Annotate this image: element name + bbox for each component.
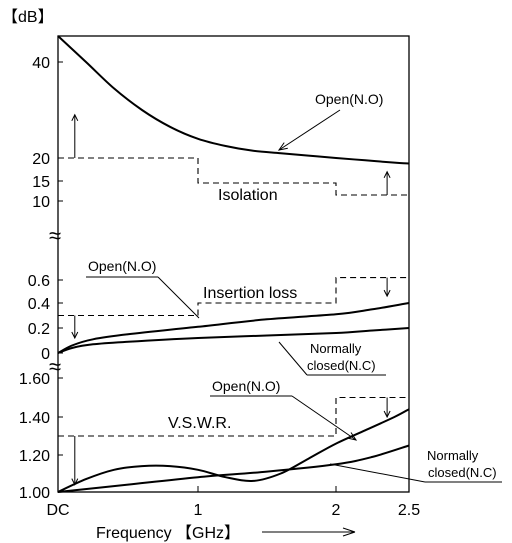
y-tick-label: 1.40 — [19, 410, 50, 427]
spec-arrows — [71, 113, 391, 486]
series-isolation-open-n-o — [57, 35, 410, 165]
y-tick-label: 15 — [32, 174, 50, 191]
panel-label-vswr: V.S.W.R. — [168, 415, 231, 432]
x-direction-arrow — [262, 527, 356, 537]
leader-isolation-open — [277, 109, 341, 151]
spec-arrow-down — [71, 436, 79, 486]
y-tick-label: 0.4 — [28, 296, 50, 313]
series-insertion-loss-open-n-o — [57, 302, 410, 354]
labels: Isolation Open(N.O) Insertion loss Open(N.O… — [86, 91, 502, 483]
leader-vswr-open-b — [291, 395, 358, 441]
unit-label: 【dB】 — [2, 9, 54, 26]
break-symbol-1: ≈ — [49, 223, 61, 248]
y-tick-label: 1.00 — [19, 485, 50, 502]
y-tick-label: 0.2 — [28, 321, 50, 338]
series-v-s-w-r-v-s-w-r-spec — [58, 396, 409, 437]
leader-insertion-open-b — [157, 276, 200, 319]
y-tick-label: 20 — [32, 151, 50, 168]
spec-arrow-down — [71, 315, 79, 340]
leader-vswr-nc-b — [329, 463, 426, 483]
x-tick-label: 2.5 — [398, 502, 420, 519]
plot-frame — [57, 35, 410, 493]
panel-label-isolation: Isolation — [218, 187, 278, 204]
y-tick-label: 10 — [32, 194, 50, 211]
series-label-insertion-nc-2: closed(N.C) — [307, 358, 376, 373]
y-tick-label: 0.6 — [28, 273, 50, 290]
series-insertion-loss-insertion-loss-spec — [58, 277, 409, 317]
curves — [57, 35, 410, 493]
series-v-s-w-r-normally-closed-n-c — [57, 444, 410, 493]
break-symbol-2: ≈ — [49, 354, 61, 379]
x-axis-label: Frequency 【GHz】 — [96, 525, 240, 542]
y-tick-label: 0 — [41, 346, 50, 363]
spec-arrow-up — [71, 113, 79, 158]
series-label-vswr-nc-2: closed(N.C) — [428, 465, 497, 480]
series-label-vswr-nc-1: Normally — [427, 448, 479, 463]
y-tick-label: 1.20 — [19, 448, 50, 465]
spec-arrow-down — [383, 397, 391, 419]
series-isolation-isolation-spec — [58, 157, 409, 196]
x-tick-label: DC — [46, 502, 69, 519]
spec-arrow-up — [383, 170, 391, 195]
spec-arrow-down — [383, 277, 391, 298]
series-label-insertion-nc-1: Normally — [310, 341, 362, 356]
x-tick-label: 2 — [332, 502, 341, 519]
series-label-vswr-open: Open(N.O) — [212, 378, 280, 394]
series-v-s-w-r-open-n-o — [57, 408, 410, 493]
series-label-insertion-open: Open(N.O) — [88, 258, 156, 274]
series-insertion-loss-normally-closed-n-c — [57, 327, 410, 354]
x-tick-label: 1 — [194, 502, 203, 519]
y-tick-label: 40 — [32, 55, 50, 72]
leader-insertion-nc-b — [278, 341, 308, 376]
y-tick-label: 1.60 — [19, 371, 50, 388]
panel-label-insertion-loss: Insertion loss — [203, 285, 297, 302]
series-label-isolation-open: Open(N.O) — [315, 91, 383, 107]
